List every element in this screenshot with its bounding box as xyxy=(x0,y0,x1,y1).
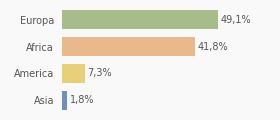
Bar xyxy=(62,10,218,29)
Text: 41,8%: 41,8% xyxy=(197,42,228,52)
Bar xyxy=(62,64,85,83)
Text: 7,3%: 7,3% xyxy=(87,68,112,78)
Text: 49,1%: 49,1% xyxy=(221,15,251,25)
Text: 1,8%: 1,8% xyxy=(70,95,94,105)
Bar xyxy=(62,91,67,110)
Bar xyxy=(62,37,195,56)
